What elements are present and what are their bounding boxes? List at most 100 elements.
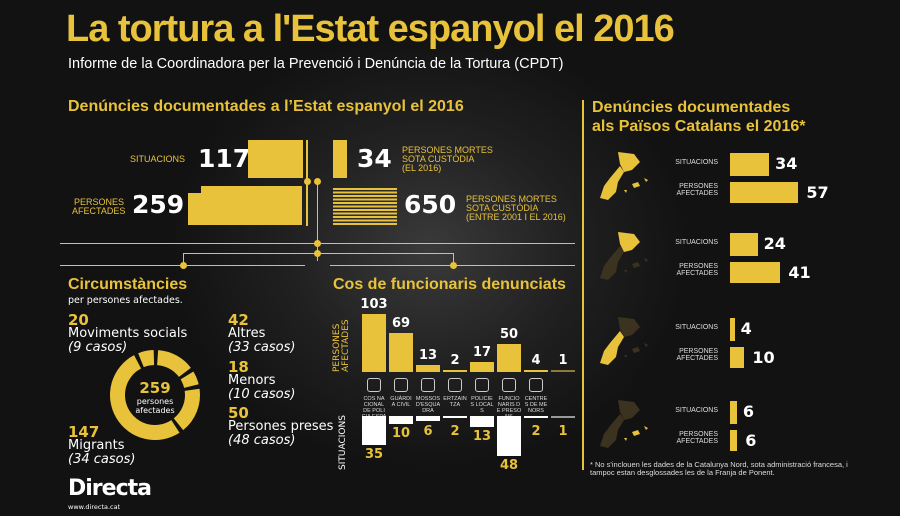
bar-situacions xyxy=(389,416,413,425)
bar-persones xyxy=(362,314,386,372)
situacions-block xyxy=(730,153,770,176)
bar-persones xyxy=(443,370,467,372)
connector xyxy=(183,253,184,265)
situacions-block xyxy=(730,401,737,424)
category-label: ERTZAINTZA xyxy=(443,396,467,408)
divider xyxy=(582,100,584,470)
directa-url[interactable]: www.directa.cat xyxy=(68,503,121,511)
bar-persones-value: 2 xyxy=(450,353,460,368)
bar-situacions-value: 35 xyxy=(364,447,384,463)
chart-title: Cos de funcionaris denunciats xyxy=(333,276,566,293)
persones-label: PERSONES AFECTADES xyxy=(676,263,719,277)
bar-persones-value: 69 xyxy=(391,316,411,332)
map-paisos-catalans-all xyxy=(600,152,648,200)
mortes-2016-label: PERSONES MORTES SOTA CUSTÒDIA (EL 2016) xyxy=(402,145,493,173)
bar-persones-value: 1 xyxy=(558,353,568,368)
corps-emblem-icon xyxy=(502,378,516,392)
connector xyxy=(317,181,318,261)
circumstances-donut xyxy=(110,350,200,440)
circ-item-altres: 42 Altres (33 casos) xyxy=(228,311,296,355)
situacions-value: 6 xyxy=(742,402,755,421)
mortes-total-icons xyxy=(333,188,397,225)
map-paisos-catalans-pais-valencia xyxy=(600,317,648,365)
series-label-situacions: SITUACIONS xyxy=(338,415,348,470)
category-label: POLICIES LOCALS xyxy=(470,396,494,414)
donut-segment-2 xyxy=(173,388,200,431)
bar-situacions-value: 13 xyxy=(472,428,492,444)
donut-segment-1 xyxy=(180,371,199,388)
catalans-heading: Denúncies documentades als Països Catalan… xyxy=(592,99,806,135)
mortes-total-value: 650 xyxy=(404,190,457,219)
bar-persones xyxy=(389,333,413,372)
persones-icons xyxy=(730,430,738,451)
bar-persones-value: 17 xyxy=(472,345,492,361)
situacions-value: 117 xyxy=(198,144,251,173)
donut-segment-4 xyxy=(138,350,155,368)
bar-persones xyxy=(551,370,575,372)
persones-value: 10 xyxy=(752,348,775,367)
situacions-label: SITUACIONS xyxy=(130,154,186,164)
bar-persones-value: 4 xyxy=(531,352,541,368)
map-paisos-catalans-illes-balears xyxy=(600,400,648,448)
connector-dot xyxy=(450,262,457,269)
series-label-persones: PERSONES AFECTADES xyxy=(332,319,351,372)
estat-heading: Denúncies documentades a l’Estat espanyo… xyxy=(68,98,464,115)
bar-situacions-value: 48 xyxy=(499,457,519,473)
persones-value: 259 xyxy=(132,190,185,219)
bar-situacions xyxy=(470,416,494,427)
connector xyxy=(453,253,454,265)
persones-icons xyxy=(201,186,302,193)
mortes-total-label: PERSONES MORTES SOTA CUSTÒDIA (ENTRE 2001 … xyxy=(466,194,566,222)
persones-value: 57 xyxy=(806,183,829,202)
corps-emblem-icon xyxy=(394,378,408,392)
corps-emblem-icon xyxy=(367,378,381,392)
bar-situacions-value: 1 xyxy=(558,424,568,439)
mortes-2016-value: 34 xyxy=(357,144,392,173)
situacions-block xyxy=(730,318,735,341)
corps-emblem-icon xyxy=(529,378,543,392)
bar-persones-value: 50 xyxy=(499,327,519,342)
persones-icons xyxy=(730,347,745,368)
bar-situacions-value: 2 xyxy=(531,424,541,439)
persones-icons xyxy=(730,262,781,283)
situacions-value: 34 xyxy=(775,154,798,173)
page-subtitle: Informe de la Coordinadora per la Preven… xyxy=(68,56,564,72)
circ-item-migrants: 147 Migrants (34 casos) xyxy=(68,423,136,467)
circ-item-moviments: 20 Moviments socials (9 casos) xyxy=(68,311,188,355)
category-label: GUÀRDIA CIVIL xyxy=(390,396,412,408)
category-label: MOSSOS D'ESQUADRA xyxy=(415,396,441,414)
bar-persones-value: 103 xyxy=(360,297,388,313)
situacions-block xyxy=(730,233,758,256)
bar-persones xyxy=(497,344,521,372)
bar-situacions-value: 6 xyxy=(423,424,433,439)
persones-label: PERSONES AFECTADES xyxy=(676,348,719,362)
circ-heading: Circumstàncies xyxy=(68,276,188,293)
donut-segment-3 xyxy=(110,355,180,440)
donut-center: 259 persones afectades xyxy=(135,379,175,415)
persones-label: PERSONES AFECTADES xyxy=(676,431,719,445)
situacions-value: 4 xyxy=(740,319,752,338)
map-paisos-catalans-catalunya xyxy=(600,232,648,280)
situacions-block xyxy=(248,140,303,178)
circ-subheading: per persones afectades. xyxy=(68,295,183,306)
persones-value: 6 xyxy=(745,431,757,450)
connector xyxy=(183,253,454,254)
bar-situacions xyxy=(443,416,467,418)
bar-situacions xyxy=(416,416,440,421)
persones-label: PERSONES AFECTADES xyxy=(72,197,126,216)
bar-persones xyxy=(416,364,440,372)
bar-persones xyxy=(470,362,494,372)
bar-persones-value: 13 xyxy=(418,347,438,363)
page-title: La tortura a l'Estat espanyol el 2016 xyxy=(66,8,675,50)
directa-logo: Directa xyxy=(68,476,152,501)
corps-emblem-icon xyxy=(421,378,435,392)
bar-situacions-value: 2 xyxy=(450,424,460,439)
bar-situacions xyxy=(524,416,548,418)
situacions-value: 24 xyxy=(763,234,786,253)
connector-dot xyxy=(304,178,311,185)
circ-item-menors: 18 Menors (10 casos) xyxy=(228,358,296,402)
category-label: CENTRES DE MENORS xyxy=(524,396,548,414)
persones-icons xyxy=(188,193,302,225)
connector-dot xyxy=(180,262,187,269)
situacions-label: SITUACIONS xyxy=(675,159,718,166)
